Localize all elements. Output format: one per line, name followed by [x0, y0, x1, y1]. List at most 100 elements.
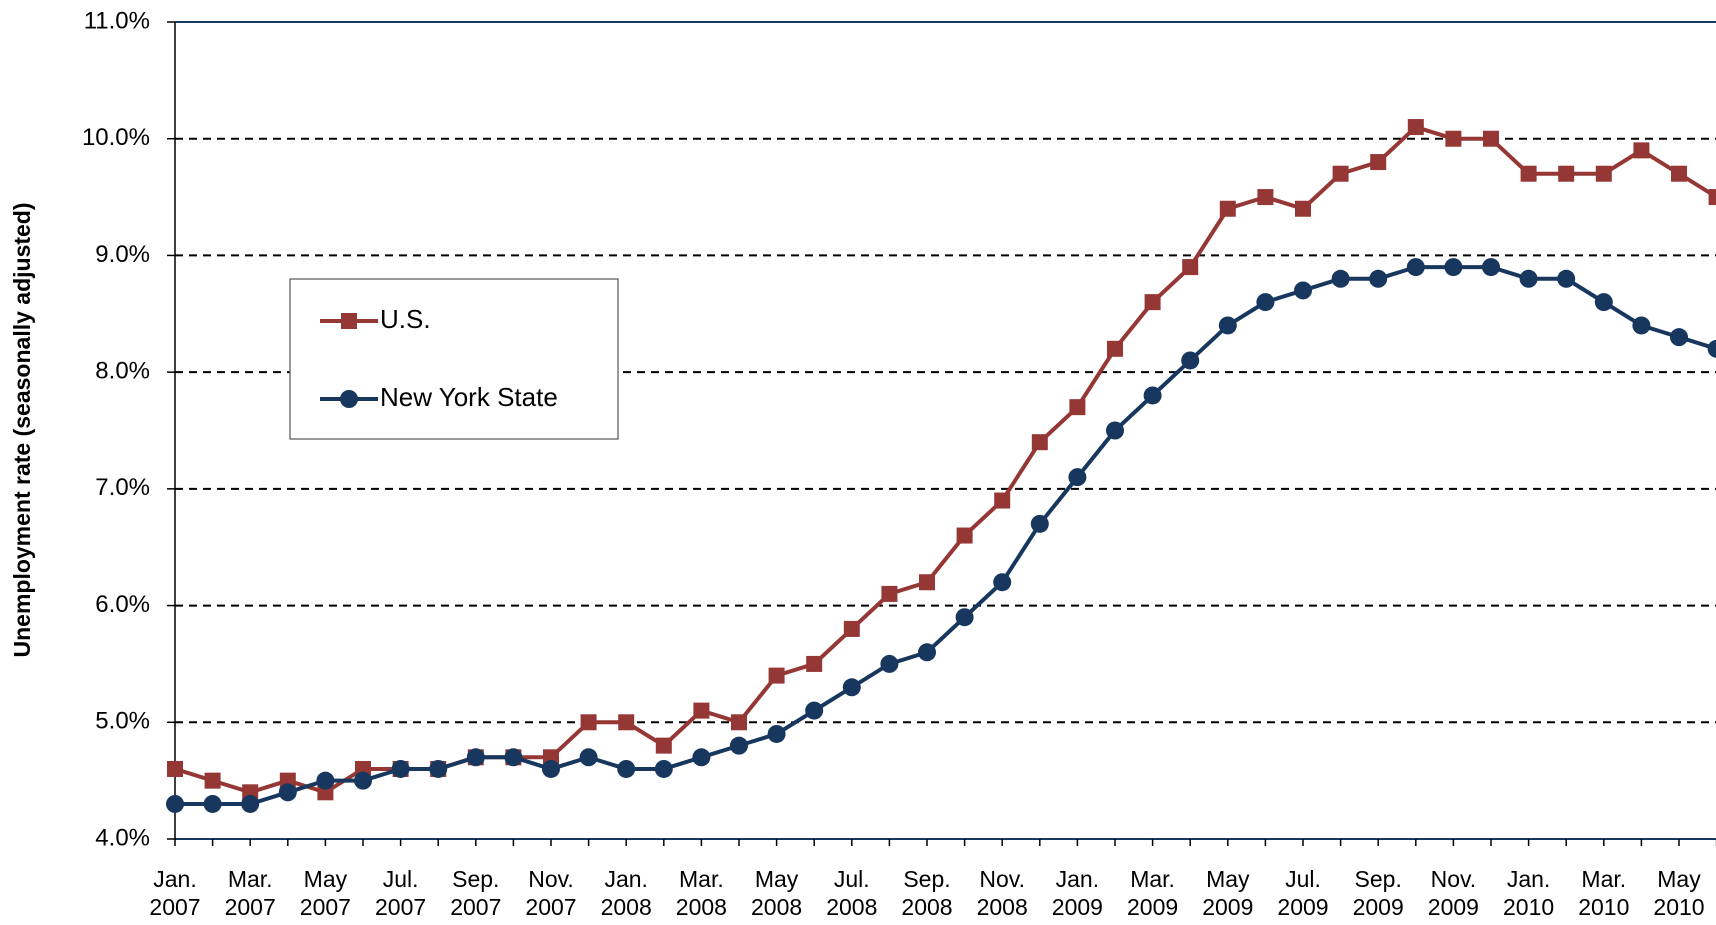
x-tick-label: Jan. 2009	[1051, 866, 1103, 920]
marker	[693, 702, 710, 719]
y-tick-label: 5.0%	[95, 708, 150, 735]
marker	[1594, 293, 1613, 312]
marker	[1106, 421, 1124, 440]
marker	[1369, 269, 1388, 288]
marker	[767, 724, 786, 743]
y-tick-label: 6.0%	[95, 591, 150, 618]
marker	[580, 714, 597, 731]
legend-label: New York State	[380, 382, 558, 412]
marker	[805, 701, 824, 720]
marker	[1218, 316, 1237, 335]
marker	[1069, 399, 1086, 416]
x-tick-label: Sep. 2008	[901, 866, 953, 920]
marker	[692, 748, 711, 767]
marker	[1444, 258, 1463, 277]
marker	[1181, 351, 1200, 370]
marker	[1257, 189, 1274, 206]
marker	[843, 620, 860, 637]
x-tick-label: Jan. 2008	[600, 866, 652, 920]
x-tick-label: Mar. 2007	[224, 866, 276, 920]
marker	[1144, 294, 1161, 311]
marker	[994, 492, 1011, 509]
marker	[1406, 258, 1425, 277]
marker	[654, 759, 673, 778]
marker	[919, 574, 935, 591]
marker	[1295, 200, 1311, 217]
x-tick-label: May 2008	[751, 866, 803, 920]
marker	[617, 759, 636, 778]
marker	[1143, 386, 1162, 405]
marker	[842, 678, 861, 697]
marker	[993, 573, 1012, 592]
marker	[1557, 269, 1576, 288]
marker	[1370, 154, 1387, 171]
marker	[1107, 340, 1123, 357]
marker	[1483, 130, 1499, 147]
x-tick-label: Nov. 2008	[976, 866, 1028, 920]
marker	[579, 748, 598, 767]
legend-label: U.S.	[380, 304, 431, 334]
marker	[1332, 165, 1349, 182]
marker	[956, 527, 973, 544]
marker	[1219, 200, 1236, 217]
y-tick-label: 8.0%	[95, 357, 150, 384]
x-tick-label: Sep. 2009	[1352, 866, 1404, 920]
marker	[466, 748, 485, 767]
marker	[918, 643, 936, 662]
marker	[618, 714, 635, 731]
marker	[881, 585, 898, 602]
marker	[1708, 189, 1716, 206]
marker	[1707, 339, 1716, 358]
marker	[391, 759, 410, 778]
marker	[730, 736, 748, 755]
marker	[955, 608, 974, 627]
marker	[429, 759, 448, 778]
marker	[204, 772, 221, 789]
marker	[316, 771, 335, 790]
marker	[1671, 165, 1687, 182]
marker	[1256, 293, 1275, 312]
marker	[1445, 130, 1462, 147]
marker	[166, 794, 184, 813]
marker	[542, 759, 560, 778]
marker	[504, 748, 523, 767]
marker	[1633, 142, 1650, 159]
marker	[1182, 259, 1199, 276]
marker	[1030, 514, 1049, 533]
marker	[241, 794, 260, 813]
x-tick-label: Nov. 2007	[525, 866, 577, 920]
marker	[1519, 269, 1538, 288]
legend-box	[289, 278, 619, 440]
legend-marker	[340, 390, 358, 408]
x-tick-label: Jan. 2010	[1503, 866, 1555, 920]
marker	[1482, 258, 1500, 277]
marker	[278, 783, 297, 802]
marker	[203, 794, 222, 813]
marker	[1558, 165, 1575, 182]
marker	[880, 654, 899, 673]
marker	[1068, 468, 1087, 487]
x-tick-label: Jul. 2008	[826, 866, 878, 920]
legend-marker	[341, 313, 357, 329]
marker	[1294, 281, 1312, 300]
marker	[1031, 434, 1048, 451]
y-tick-label: 7.0%	[95, 474, 150, 501]
marker	[655, 737, 672, 754]
y-tick-label: 9.0%	[95, 241, 150, 268]
y-tick-label: 11.0%	[84, 7, 150, 34]
marker	[806, 655, 823, 672]
marker	[1670, 328, 1688, 347]
marker	[1632, 316, 1651, 335]
x-tick-label: Mar. 2009	[1127, 866, 1179, 920]
x-tick-label: Jul. 2007	[375, 866, 427, 920]
x-tick-label: Sep. 2007	[450, 866, 502, 920]
x-tick-label: Mar. 2010	[1578, 866, 1630, 920]
marker	[1331, 269, 1350, 288]
x-tick-label: Nov. 2009	[1427, 866, 1479, 920]
y-tick-label: 4.0%	[95, 824, 150, 851]
x-tick-label: Mar. 2008	[675, 866, 727, 920]
marker	[1407, 119, 1424, 136]
marker	[768, 667, 785, 684]
